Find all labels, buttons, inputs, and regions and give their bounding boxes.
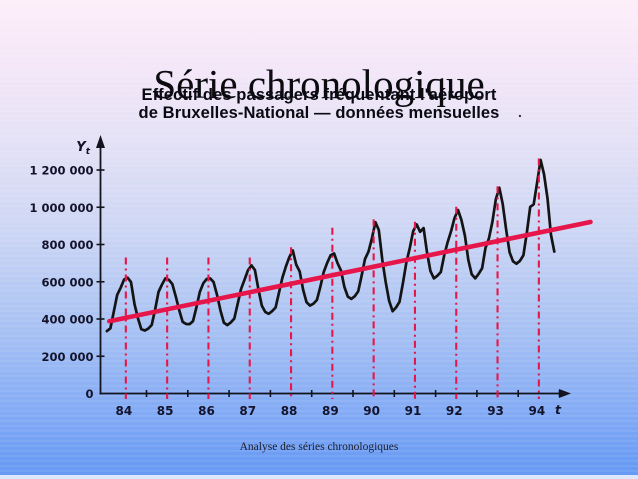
y-tick-label: 800 000 [41,238,93,252]
bottom-strip [0,475,638,479]
y-tick-label: 400 000 [41,313,93,327]
x-year-label: 86 [198,404,215,418]
chart-subtitle-line2: de Bruxelles-National — données mensuell… [138,104,500,122]
series-curve [105,158,556,333]
x-year-label: 92 [446,404,463,418]
x-axis-title: t [555,402,562,417]
chart-subtitle-line1: Effectif des passagers fréquentant l'aér… [141,86,497,104]
x-year-label: 93 [487,404,504,418]
page-title: Série chronologique [153,61,485,108]
x-year-label: 87 [239,404,256,418]
chart-subtitle: Effectif des passagers fréquentant l'aér… [0,86,638,122]
x-year-label: 94 [528,404,545,418]
x-year-label: 85 [157,404,174,418]
x-year-label: 91 [405,404,422,418]
x-year-label: 90 [363,404,380,418]
y-tick-label: 0 [85,387,93,401]
y-tick-label: 1 000 000 [29,201,93,215]
y-tick-label: 200 000 [41,350,93,364]
x-year-label: 88 [281,404,298,418]
x-year-label: 89 [322,404,339,418]
footer-text: Analyse des séries chronologiques [239,441,399,453]
trend-line [107,219,593,324]
y-axis-arrow [96,135,105,148]
x-axis-arrow [559,389,571,398]
y-axis-title: Yt [76,140,90,157]
y-tick-label: 1 200 000 [29,164,93,178]
y-tick-label: 600 000 [41,275,93,289]
stray-period: . [518,104,522,120]
x-year-label: 84 [115,404,132,418]
